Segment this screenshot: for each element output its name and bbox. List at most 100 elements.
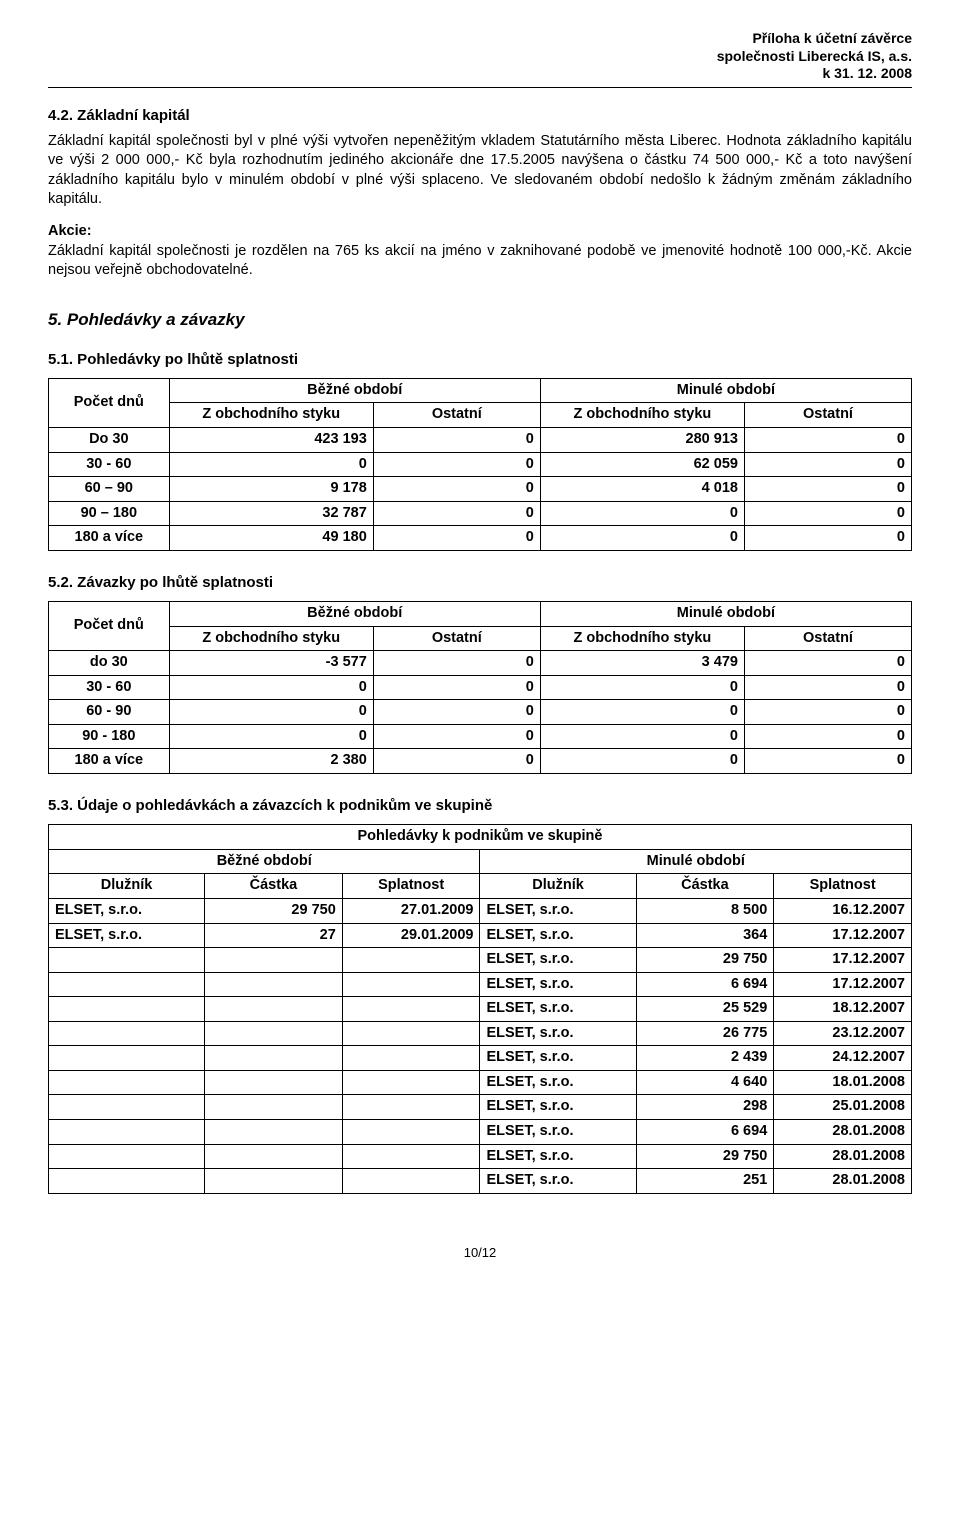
t53-title: Pohledávky k podnikům ve skupině xyxy=(49,825,912,850)
cell-c1 xyxy=(205,1070,343,1095)
col-pocet-dnu-2: Počet dnů xyxy=(49,602,170,651)
cell-d1 xyxy=(49,1144,205,1169)
cell-label: 90 – 180 xyxy=(49,501,170,526)
subcol-zobch-m2: Z obchodního styku xyxy=(540,626,744,651)
subcol-zobch-b2: Z obchodního styku xyxy=(169,626,373,651)
cell-c2: 29 750 xyxy=(636,1144,774,1169)
table-row: ELSET, s.r.o.6 69417.12.2007 xyxy=(49,972,912,997)
cell-v2: 0 xyxy=(373,452,540,477)
cell-c1 xyxy=(205,1046,343,1071)
table-row: ELSET, s.r.o.4 64018.01.2008 xyxy=(49,1070,912,1095)
cell-d1 xyxy=(49,948,205,973)
cell-v4: 0 xyxy=(744,651,911,676)
cell-s1 xyxy=(342,1021,480,1046)
subcol-ostatni-m: Ostatní xyxy=(744,403,911,428)
cell-s1 xyxy=(342,997,480,1022)
cell-c1: 27 xyxy=(205,923,343,948)
cell-v4: 0 xyxy=(744,501,911,526)
t53-period-m: Minulé období xyxy=(480,849,912,874)
cell-s2: 17.12.2007 xyxy=(774,948,912,973)
cell-s2: 18.12.2007 xyxy=(774,997,912,1022)
cell-d1 xyxy=(49,1021,205,1046)
cell-s2: 23.12.2007 xyxy=(774,1021,912,1046)
section-4-2-title: 4.2. Základní kapitál xyxy=(48,106,912,126)
cell-label: 30 - 60 xyxy=(49,452,170,477)
cell-d2: ELSET, s.r.o. xyxy=(480,997,636,1022)
table-row: ELSET, s.r.o.25 52918.12.2007 xyxy=(49,997,912,1022)
col-minule-obdobi: Minulé období xyxy=(540,378,911,403)
cell-v1: 0 xyxy=(169,700,373,725)
cell-d2: ELSET, s.r.o. xyxy=(480,1169,636,1194)
header-line-3: k 31. 12. 2008 xyxy=(48,65,912,83)
cell-v2: 0 xyxy=(373,749,540,774)
section-5-2-title: 5.2. Závazky po lhůtě splatnosti xyxy=(48,573,912,593)
cell-d2: ELSET, s.r.o. xyxy=(480,972,636,997)
table-5-1: Počet dnů Běžné období Minulé období Z o… xyxy=(48,378,912,551)
cell-d2: ELSET, s.r.o. xyxy=(480,1046,636,1071)
cell-c1 xyxy=(205,1144,343,1169)
cell-v1: 423 193 xyxy=(169,428,373,453)
cell-c1 xyxy=(205,1169,343,1194)
cell-v3: 0 xyxy=(540,501,744,526)
section-5-1-title: 5.1. Pohledávky po lhůtě splatnosti xyxy=(48,350,912,370)
cell-v4: 0 xyxy=(744,724,911,749)
table-row: 90 – 18032 787000 xyxy=(49,501,912,526)
cell-d1 xyxy=(49,1120,205,1145)
cell-d1 xyxy=(49,1095,205,1120)
cell-d2: ELSET, s.r.o. xyxy=(480,948,636,973)
cell-c2: 2 439 xyxy=(636,1046,774,1071)
table-row: ELSET, s.r.o.29 75027.01.2009ELSET, s.r.… xyxy=(49,898,912,923)
col-pocet-dnu: Počet dnů xyxy=(49,378,170,427)
t53-col-s2: Splatnost xyxy=(774,874,912,899)
t53-col-s1: Splatnost xyxy=(342,874,480,899)
cell-c2: 364 xyxy=(636,923,774,948)
cell-s1: 29.01.2009 xyxy=(342,923,480,948)
t53-col-d2: Dlužník xyxy=(480,874,636,899)
page-footer: 10/12 xyxy=(48,1244,912,1262)
cell-v1: 0 xyxy=(169,675,373,700)
cell-v1: 2 380 xyxy=(169,749,373,774)
cell-v4: 0 xyxy=(744,428,911,453)
cell-c1 xyxy=(205,1021,343,1046)
cell-v4: 0 xyxy=(744,477,911,502)
cell-v3: 280 913 xyxy=(540,428,744,453)
cell-s1 xyxy=(342,1144,480,1169)
table-5-3: Pohledávky k podnikům ve skupině Běžné o… xyxy=(48,824,912,1193)
cell-v1: -3 577 xyxy=(169,651,373,676)
col-bezne-obdobi-2: Běžné období xyxy=(169,602,540,627)
cell-v3: 3 479 xyxy=(540,651,744,676)
subcol-zobch-b: Z obchodního styku xyxy=(169,403,373,428)
akcie-text: Základní kapitál společnosti je rozdělen… xyxy=(48,243,912,279)
header-line-1: Příloha k účetní závěrce xyxy=(48,30,912,48)
cell-s1: 27.01.2009 xyxy=(342,898,480,923)
cell-v2: 0 xyxy=(373,501,540,526)
table-row: 180 a více49 180000 xyxy=(49,526,912,551)
cell-c2: 6 694 xyxy=(636,1120,774,1145)
subcol-ostatni-b: Ostatní xyxy=(373,403,540,428)
cell-label: 60 – 90 xyxy=(49,477,170,502)
subcol-ostatni-m2: Ostatní xyxy=(744,626,911,651)
table-row: 90 - 1800000 xyxy=(49,724,912,749)
cell-c2: 298 xyxy=(636,1095,774,1120)
cell-s1 xyxy=(342,1095,480,1120)
cell-c2: 251 xyxy=(636,1169,774,1194)
cell-v2: 0 xyxy=(373,477,540,502)
cell-v2: 0 xyxy=(373,724,540,749)
table-row: 180 a více2 380000 xyxy=(49,749,912,774)
akcie-label: Akcie: xyxy=(48,223,92,239)
cell-c2: 26 775 xyxy=(636,1021,774,1046)
cell-d2: ELSET, s.r.o. xyxy=(480,923,636,948)
cell-d2: ELSET, s.r.o. xyxy=(480,1120,636,1145)
cell-v1: 0 xyxy=(169,452,373,477)
cell-v3: 0 xyxy=(540,675,744,700)
cell-s2: 18.01.2008 xyxy=(774,1070,912,1095)
cell-label: 180 a více xyxy=(49,749,170,774)
cell-s1 xyxy=(342,1169,480,1194)
subcol-ostatni-b2: Ostatní xyxy=(373,626,540,651)
cell-v4: 0 xyxy=(744,526,911,551)
t53-col-c1: Částka xyxy=(205,874,343,899)
cell-c1 xyxy=(205,948,343,973)
cell-c2: 4 640 xyxy=(636,1070,774,1095)
table-row: 60 - 900000 xyxy=(49,700,912,725)
table-row: 30 - 600062 0590 xyxy=(49,452,912,477)
